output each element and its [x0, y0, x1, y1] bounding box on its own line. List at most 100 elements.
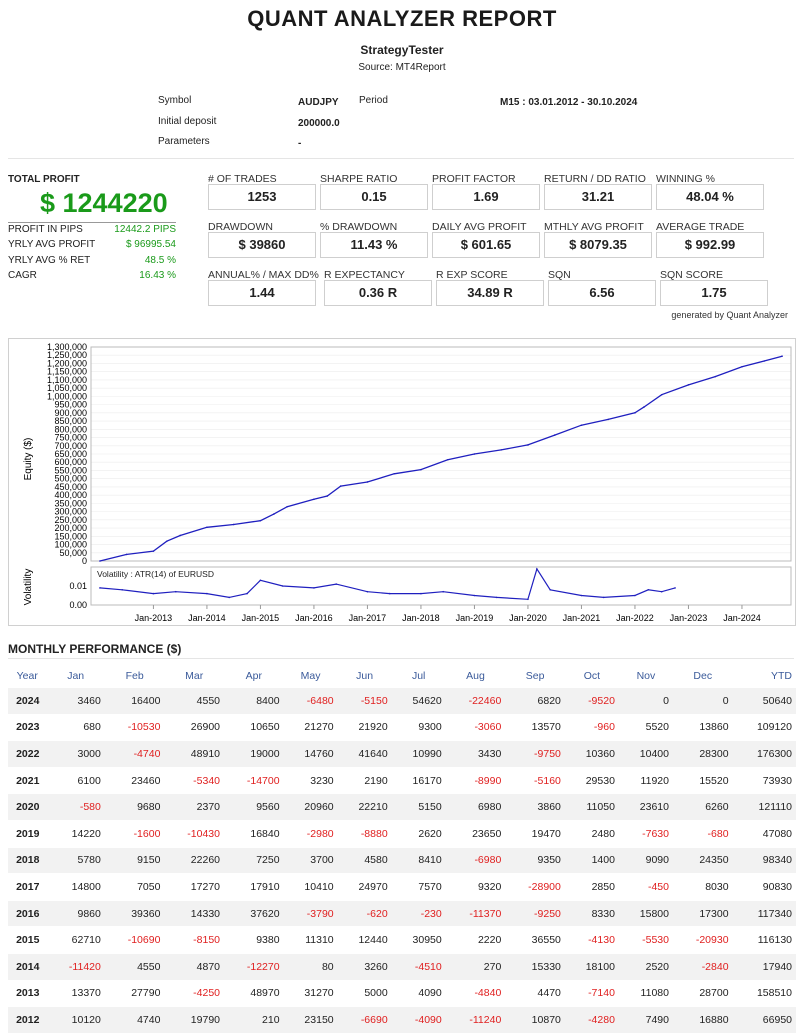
metric-value-box: 0.15 — [320, 184, 428, 210]
year-cell: 2020 — [8, 793, 47, 821]
value-cell: 28700 — [672, 980, 733, 1008]
value-cell: 17270 — [164, 873, 224, 901]
year-cell: 2022 — [8, 740, 47, 768]
value-cell: -8150 — [164, 926, 224, 954]
volatility-series-line — [99, 567, 676, 600]
equity-point — [714, 375, 717, 378]
year-cell: 2014 — [8, 953, 47, 981]
equity-volatility-chart: 050,000100,000150,000200,000250,000300,0… — [23, 342, 792, 623]
period-value: M15 : 03.01.2012 - 30.10.2024 — [500, 97, 638, 108]
value-cell: -680 — [672, 820, 733, 848]
y-tick-label: 300,000 — [54, 507, 87, 517]
volatility-point — [580, 594, 583, 597]
column-header: Aug — [466, 670, 485, 682]
value-cell: 17940 — [732, 953, 796, 981]
table-row: 2024 3460 16400 4550 8400 -6480 -5150 54620 -224… — [8, 688, 796, 715]
year-cell: 2017 — [8, 873, 47, 901]
equity-point — [527, 444, 529, 446]
value-cell: 3860 — [505, 793, 565, 821]
value-cell: 8330 — [564, 900, 619, 928]
symbol-value: AUDJPY — [298, 97, 339, 108]
value-cell: 37620 — [224, 900, 284, 928]
value-cell: 4550 — [164, 688, 224, 715]
value-cell: 19000 — [224, 740, 284, 768]
volatility-point — [495, 596, 498, 599]
value-cell: 27790 — [104, 980, 165, 1008]
value-cell: -11240 — [445, 1006, 506, 1034]
value-cell: 15800 — [618, 900, 673, 928]
value-cell: 24350 — [672, 847, 733, 875]
value-cell: 210 — [224, 1006, 284, 1034]
value-cell: 9300 — [391, 714, 446, 742]
value-cell: 4470 — [505, 980, 565, 1008]
equity-point — [553, 434, 556, 436]
equity-point — [165, 540, 168, 543]
value-cell: 21270 — [283, 714, 338, 742]
equity-chart-frame: 0 50,000 100,000 150,000 200,000 250,000 300,0… — [8, 338, 796, 626]
total-profit-value: $ 1244220 — [40, 188, 168, 218]
column-header: Apr — [245, 670, 262, 682]
value-cell: 11310 — [283, 926, 338, 954]
value-cell: 7250 — [224, 847, 284, 875]
value-cell: 8410 — [391, 847, 446, 875]
value-cell: -28900 — [505, 873, 565, 901]
x-tick-label: Jan-2022 — [616, 613, 654, 623]
metric-label: RETURN / DD RATIO — [544, 173, 646, 185]
value-cell: -6980 — [445, 847, 506, 875]
year-cell: 2013 — [8, 980, 47, 1008]
value-cell: 9350 — [505, 847, 565, 875]
value-cell: 1400 — [564, 847, 619, 875]
value-cell: 47080 — [732, 820, 796, 848]
equity-point — [339, 485, 342, 487]
equity-series-line — [99, 355, 783, 562]
value-cell: 62710 — [46, 926, 105, 954]
value-cell: 117340 — [732, 900, 796, 928]
value-cell: 23610 — [618, 793, 673, 821]
value-cell: 80 — [283, 953, 338, 981]
y-tick-label: 400,000 — [54, 490, 87, 500]
value-cell: 16840 — [224, 820, 284, 848]
value-cell: -10530 — [104, 714, 165, 742]
value-cell: 13370 — [46, 980, 105, 1008]
value-cell: 3460 — [46, 688, 105, 715]
total-profit-label: TOTAL PROFIT — [8, 174, 80, 185]
summary-row: YRLY AVG PROFIT $ 96995.54 — [8, 239, 176, 250]
parameters-label: Parameters — [158, 136, 210, 147]
value-cell: 3700 — [283, 847, 338, 875]
value-cell: 54620 — [391, 688, 446, 715]
value-cell: 8030 — [672, 873, 733, 901]
x-tick-label: Jan-2021 — [563, 613, 601, 623]
equity-point — [741, 365, 743, 368]
column-header: Feb — [125, 670, 144, 682]
value-cell: 12440 — [337, 926, 392, 954]
value-cell: 2370 — [164, 793, 224, 821]
metric-label: ANNUAL% / MAX DD% — [208, 269, 319, 281]
value-cell: -4840 — [445, 980, 506, 1008]
volatility-legend: Volatility : ATR(14) of EURUSD — [97, 569, 214, 579]
y-tick-label: 500,000 — [54, 474, 87, 484]
value-cell: 13860 — [672, 714, 733, 742]
deposit-value: 200000.0 — [298, 118, 340, 129]
column-header: Jan — [67, 670, 85, 682]
volatility-point — [473, 594, 476, 597]
period-label: Period — [359, 95, 388, 106]
value-cell: 50640 — [732, 688, 796, 715]
volatility-point — [99, 587, 101, 589]
value-cell: -9250 — [505, 900, 565, 928]
y-tick-label: 800,000 — [54, 424, 87, 434]
value-cell: 176300 — [732, 740, 796, 768]
value-cell: 73930 — [732, 767, 796, 795]
x-tick-label: Jan-2014 — [188, 613, 226, 623]
value-cell: 0 — [672, 688, 733, 715]
volatility-point — [206, 592, 208, 595]
x-tick-label: Jan-2013 — [135, 613, 173, 623]
column-header: Dec — [693, 670, 713, 682]
column-header: Sep — [525, 670, 545, 682]
value-cell: -4250 — [164, 980, 224, 1008]
metric-label: WINNING % — [656, 173, 715, 185]
volatility-point — [420, 592, 422, 595]
equity-point — [634, 412, 636, 414]
x-tick-label: Jan-2015 — [242, 613, 280, 623]
volatility-point — [388, 592, 391, 595]
value-cell: 36550 — [505, 926, 565, 954]
